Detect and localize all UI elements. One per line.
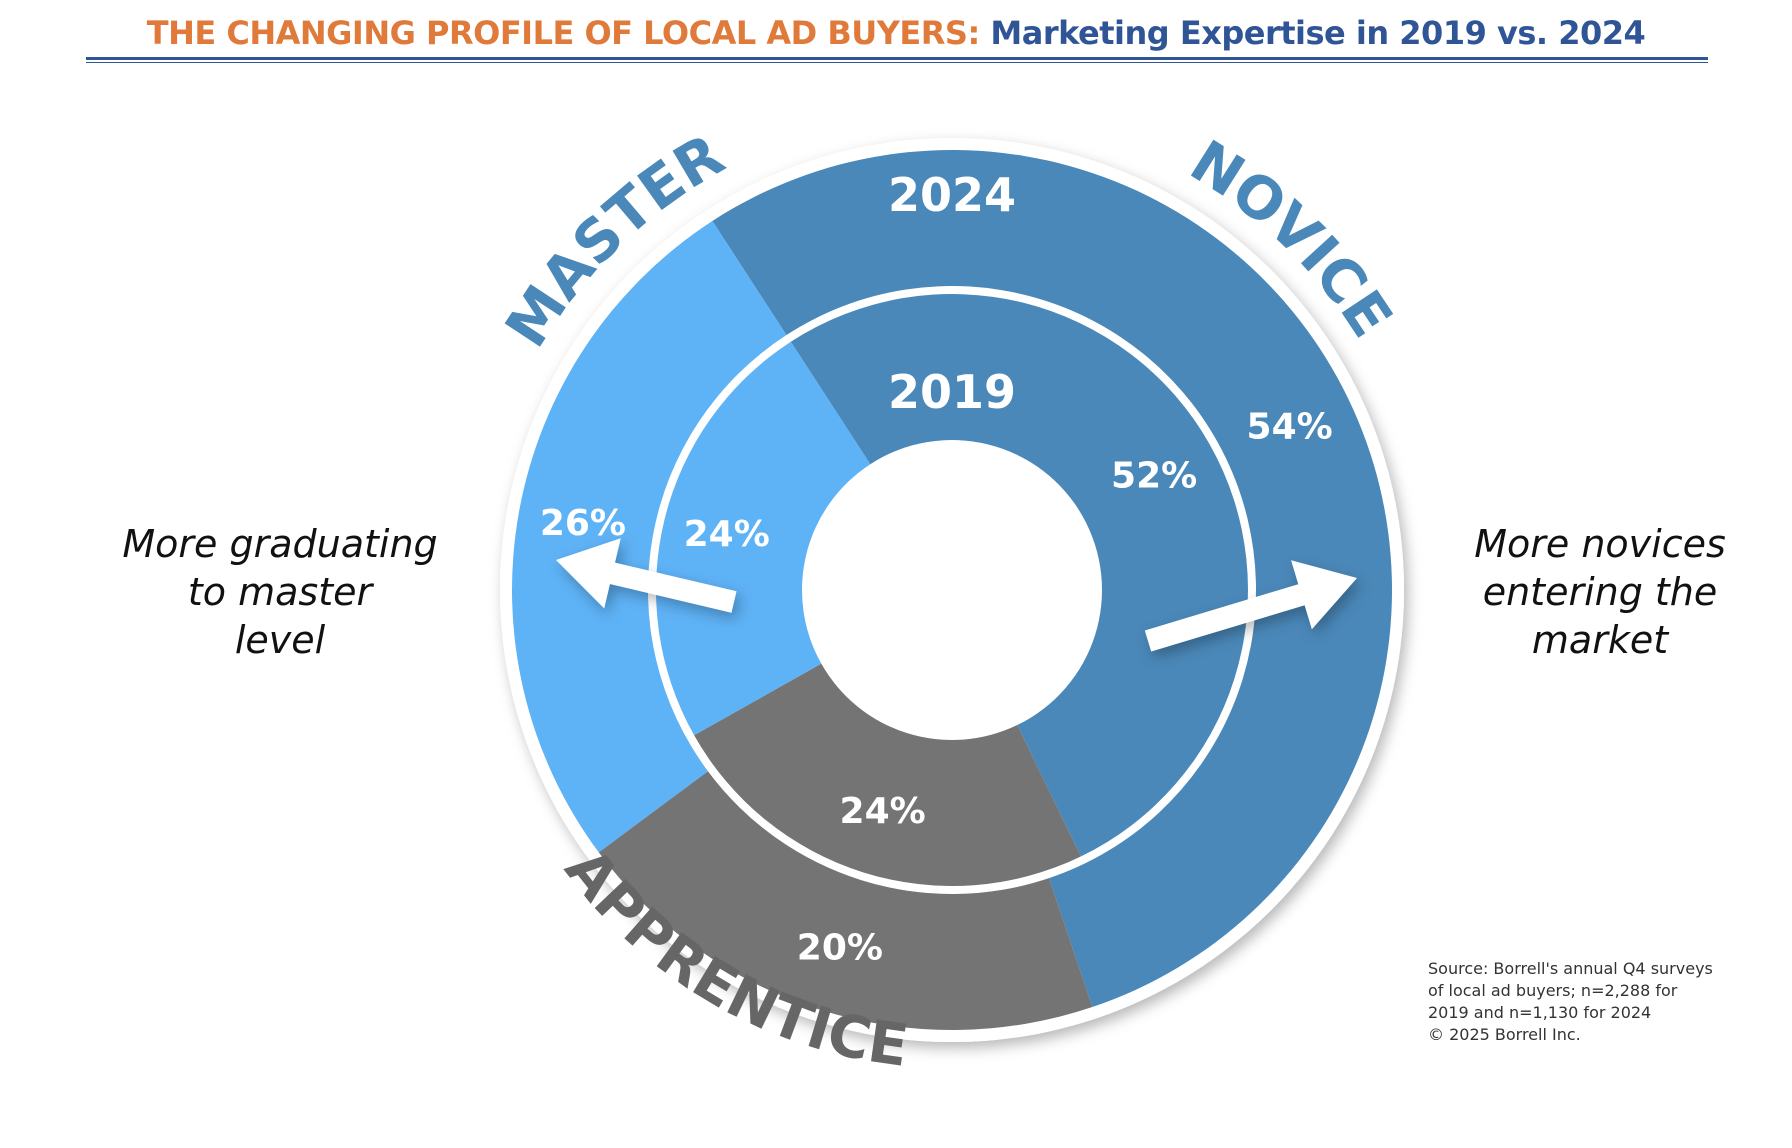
title-prefix: THE CHANGING PROFILE OF LOCAL AD BUYERS:	[146, 14, 981, 52]
outer-slice-apprentice	[598, 771, 1093, 1030]
outer-label-apprentice: 20%	[797, 927, 883, 968]
source-note: Source: Borrell's annual Q4 surveys of l…	[1428, 958, 1713, 1046]
annotation-right: More novices entering the market	[1450, 520, 1750, 664]
annotation-right-line: market	[1531, 618, 1669, 662]
donut-hole	[804, 442, 1100, 738]
arrow-right	[1144, 560, 1357, 652]
outer-slice-novice	[712, 149, 1393, 1008]
title-rule	[86, 57, 1708, 60]
arrow-left	[556, 538, 737, 613]
outer-slice-master	[512, 220, 787, 853]
annotation-left: More graduating to master level	[110, 520, 450, 664]
title-suffix: Marketing Expertise in 2019 vs. 2024	[990, 14, 1646, 52]
inner-ring-2019	[656, 293, 1249, 887]
annotation-left-line: level	[234, 618, 326, 662]
inner-slice-novice	[790, 293, 1249, 857]
source-line: 2019 and n=1,130 for 2024	[1428, 1003, 1652, 1022]
annotation-right-line: More novices	[1474, 522, 1726, 566]
inner-label-master: 24%	[684, 514, 770, 555]
inner-year-label: 2019	[888, 365, 1016, 419]
annotation-left-line: to master	[187, 570, 373, 614]
outer-label-novice: 54%	[1247, 406, 1333, 447]
inner-label-novice: 52%	[1111, 456, 1197, 497]
title-rule-thin	[86, 62, 1708, 63]
inner-slice-apprentice	[694, 663, 1081, 887]
inner-slice-master	[656, 341, 871, 736]
annotation-right-line: entering the	[1482, 570, 1718, 614]
outer-ring-2024	[512, 149, 1393, 1030]
chart-title: THE CHANGING PROFILE OF LOCAL AD BUYERS:…	[0, 14, 1792, 52]
outer-label-master: 26%	[540, 503, 626, 544]
arrows	[556, 538, 1357, 652]
annotation-left-line: More graduating	[122, 522, 438, 566]
value-labels: 54% 20% 26% 2024 52% 24% 24% 2019	[540, 168, 1333, 968]
source-line: of local ad buyers; n=2,288 for	[1428, 981, 1678, 1000]
source-line: Source: Borrell's annual Q4 surveys	[1428, 959, 1713, 978]
source-line: © 2025 Borrell Inc.	[1428, 1025, 1581, 1044]
inner-label-apprentice: 24%	[840, 791, 926, 832]
outer-year-label: 2024	[888, 168, 1016, 222]
